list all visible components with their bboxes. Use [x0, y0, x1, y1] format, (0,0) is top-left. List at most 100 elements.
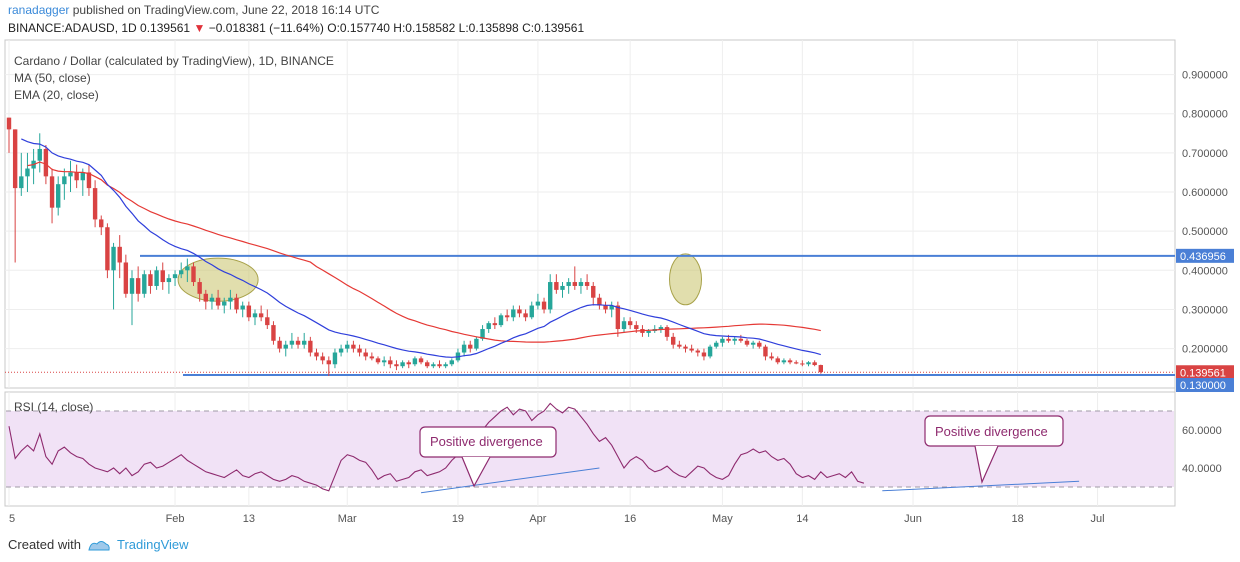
candle-body — [683, 346, 688, 349]
candle-body — [191, 266, 196, 283]
candle-body — [775, 358, 780, 363]
candle-13 — [86, 164, 92, 196]
candle-body — [62, 176, 67, 185]
candle-38 — [240, 301, 245, 318]
candle-body — [689, 348, 694, 351]
candle-0 — [6, 117, 12, 153]
candle-31 — [197, 278, 202, 302]
candle-body — [388, 360, 393, 365]
candle-3 — [25, 152, 30, 193]
candle-76 — [474, 336, 479, 351]
candle-body — [357, 348, 362, 353]
candle-body — [720, 338, 725, 343]
candle-111 — [689, 344, 694, 353]
candle-33 — [209, 293, 215, 310]
candle-119 — [738, 334, 744, 343]
candle-52 — [326, 356, 331, 376]
candle-body — [289, 340, 295, 345]
candle-60 — [375, 356, 381, 365]
candle-body — [744, 340, 750, 345]
down-arrow-icon: ▼ — [193, 21, 206, 35]
candle-body — [406, 362, 411, 365]
candle-80 — [498, 313, 504, 328]
price-tick-label: 0.600000 — [1182, 187, 1228, 199]
candle-66 — [412, 356, 418, 367]
resistance-price-tag-text: 0.436956 — [1180, 251, 1226, 263]
change-text: −0.018381 (−11.64%) — [208, 21, 324, 35]
publisher-name[interactable]: ranadagger — [8, 3, 70, 17]
candle-body — [646, 330, 651, 333]
ticker-line: BINANCE:ADAUSD, 1D 0.139561 ▼ −0.018381 … — [8, 21, 584, 35]
candle-101 — [627, 317, 633, 330]
support-price-tag-bg — [1176, 378, 1234, 393]
candle-body — [695, 350, 700, 353]
candle-body — [37, 148, 42, 161]
candle-body — [56, 184, 61, 208]
candle-28 — [179, 262, 184, 279]
candle-body — [431, 364, 436, 367]
candle-62 — [388, 356, 393, 369]
price-tick-label: 0.700000 — [1182, 148, 1228, 160]
candle-body — [240, 305, 245, 310]
candle-body — [615, 305, 621, 330]
tradingview-link[interactable]: TradingView — [116, 537, 189, 552]
candle-36 — [228, 289, 233, 310]
candle-body — [277, 340, 282, 349]
candle-body — [627, 321, 633, 326]
candle-16 — [105, 223, 110, 279]
candle-69 — [431, 362, 436, 369]
candle-body — [111, 246, 116, 271]
candle-120 — [744, 338, 750, 347]
candle-body — [425, 362, 430, 367]
candle-73 — [455, 348, 461, 363]
ma-legend[interactable]: MA (50, close) — [14, 71, 91, 85]
candle-84 — [523, 309, 528, 322]
rsi-legend[interactable]: RSI (14, close) — [14, 400, 93, 414]
candle-body — [486, 323, 491, 330]
date-tick-label: Mar — [338, 513, 357, 525]
candle-87 — [541, 297, 547, 314]
candle-body — [714, 342, 719, 347]
price-tick-label: 0.400000 — [1182, 265, 1228, 277]
footer: Created with TradingView — [8, 537, 189, 552]
candle-22 — [142, 270, 147, 298]
candle-body — [166, 278, 172, 283]
candle-body — [794, 362, 799, 364]
candle-body — [677, 344, 682, 347]
last-price-tag-text: 0.139561 — [1180, 367, 1226, 379]
candle-body — [258, 313, 264, 318]
candle-body — [597, 297, 602, 306]
candle-47 — [295, 336, 301, 349]
candle-68 — [425, 360, 430, 369]
candle-123 — [763, 344, 768, 361]
candle-body — [480, 329, 485, 339]
candle-17 — [111, 242, 116, 310]
candle-body — [418, 358, 424, 363]
candle-body — [769, 356, 774, 359]
candle-body — [548, 282, 553, 310]
candle-body — [504, 315, 510, 318]
price-tick-label: 0.500000 — [1182, 226, 1228, 238]
candle-body — [732, 338, 737, 341]
candle-41 — [258, 305, 264, 322]
price-axis: 0.200000 0.300000 0.400000 0.500000 0.600000… — [1176, 70, 1234, 475]
candle-body — [209, 297, 215, 302]
candle-body — [252, 313, 258, 318]
candle-body — [74, 172, 79, 181]
candle-body — [314, 352, 319, 357]
candle-body — [449, 360, 454, 365]
candle-body — [566, 282, 571, 286]
candle-132 — [818, 364, 823, 374]
candle-body — [203, 293, 208, 302]
candle-18 — [117, 235, 122, 279]
candle-64 — [400, 360, 405, 369]
candle-46 — [289, 332, 295, 349]
time-axis: 5 Feb 13 Mar 19 Apr 16 May 14 Jun 18 Jul — [9, 513, 1105, 525]
candle-42 — [265, 309, 270, 330]
candle-54 — [338, 344, 344, 357]
resistance-price-tag: 0.436956 — [1176, 248, 1234, 263]
candle-body — [86, 172, 92, 189]
candle-body — [271, 325, 276, 341]
ema-legend[interactable]: EMA (20, close) — [14, 88, 99, 102]
